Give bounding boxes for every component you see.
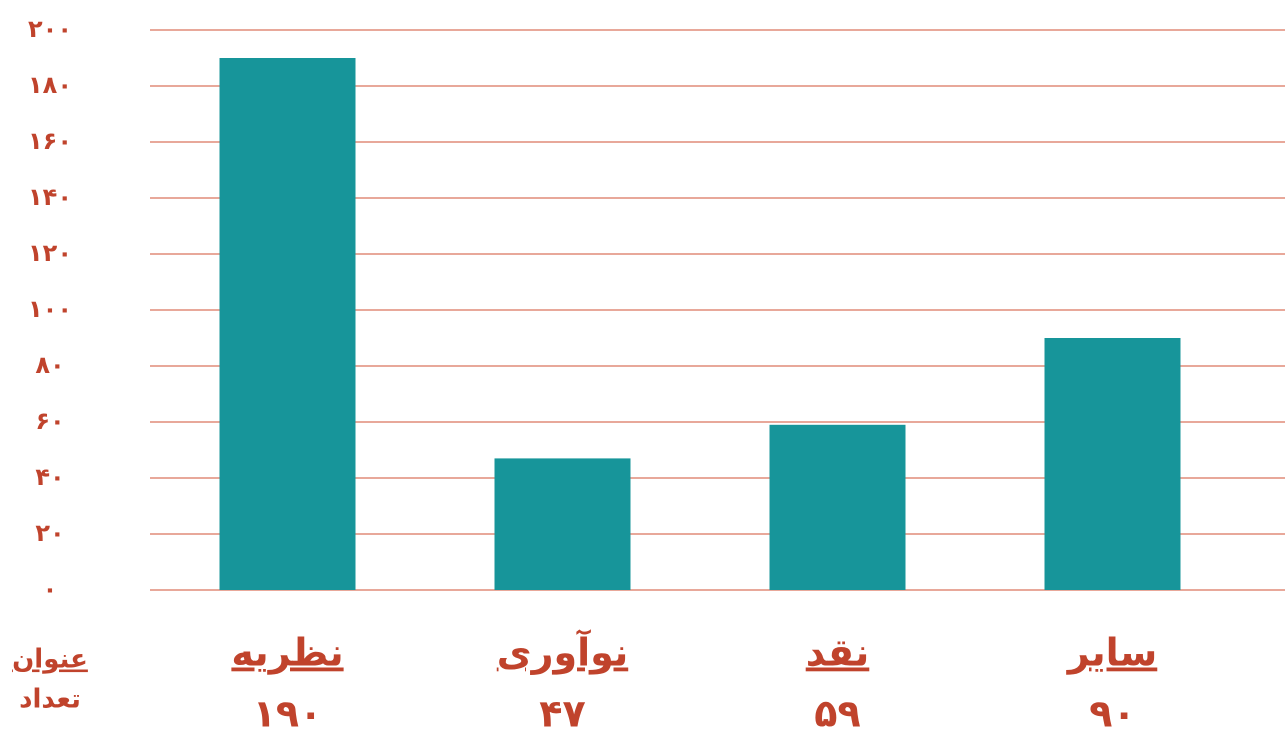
y-tick-label: ۶۰ (35, 407, 64, 435)
value-label: ۵۹ (814, 692, 860, 736)
y-tick-label: ۱۸۰ (28, 71, 72, 99)
y-tick-label: ۸۰ (35, 351, 64, 379)
y-tick-label: ۴۰ (35, 463, 64, 491)
y-tick-label: ۲۰۰ (28, 15, 72, 43)
y-tick-label: ۱۰۰ (28, 295, 72, 323)
x-tick-label: نوآوری (497, 629, 628, 676)
y-tick-label: ۱۶۰ (28, 127, 72, 155)
x-tick-label: سایر (1066, 631, 1158, 675)
value-header: تعداد (19, 685, 81, 715)
value-label: ۹۰ (1089, 692, 1135, 736)
x-tick-label: نقد (806, 631, 870, 675)
y-tick-label: ۲۰ (35, 519, 64, 547)
bar (769, 424, 906, 590)
y-tick-label: ۱۴۰ (28, 183, 72, 211)
category-header: عنوان (12, 645, 88, 675)
bar (1044, 338, 1181, 590)
value-label: ۴۷ (539, 692, 585, 736)
x-tick-label: نظریه (231, 631, 343, 675)
bar (219, 58, 356, 590)
y-tick-label: ۰ (43, 575, 58, 603)
value-label: ۱۹۰ (253, 692, 323, 736)
bar (494, 458, 631, 590)
y-tick-label: ۱۲۰ (28, 239, 72, 267)
